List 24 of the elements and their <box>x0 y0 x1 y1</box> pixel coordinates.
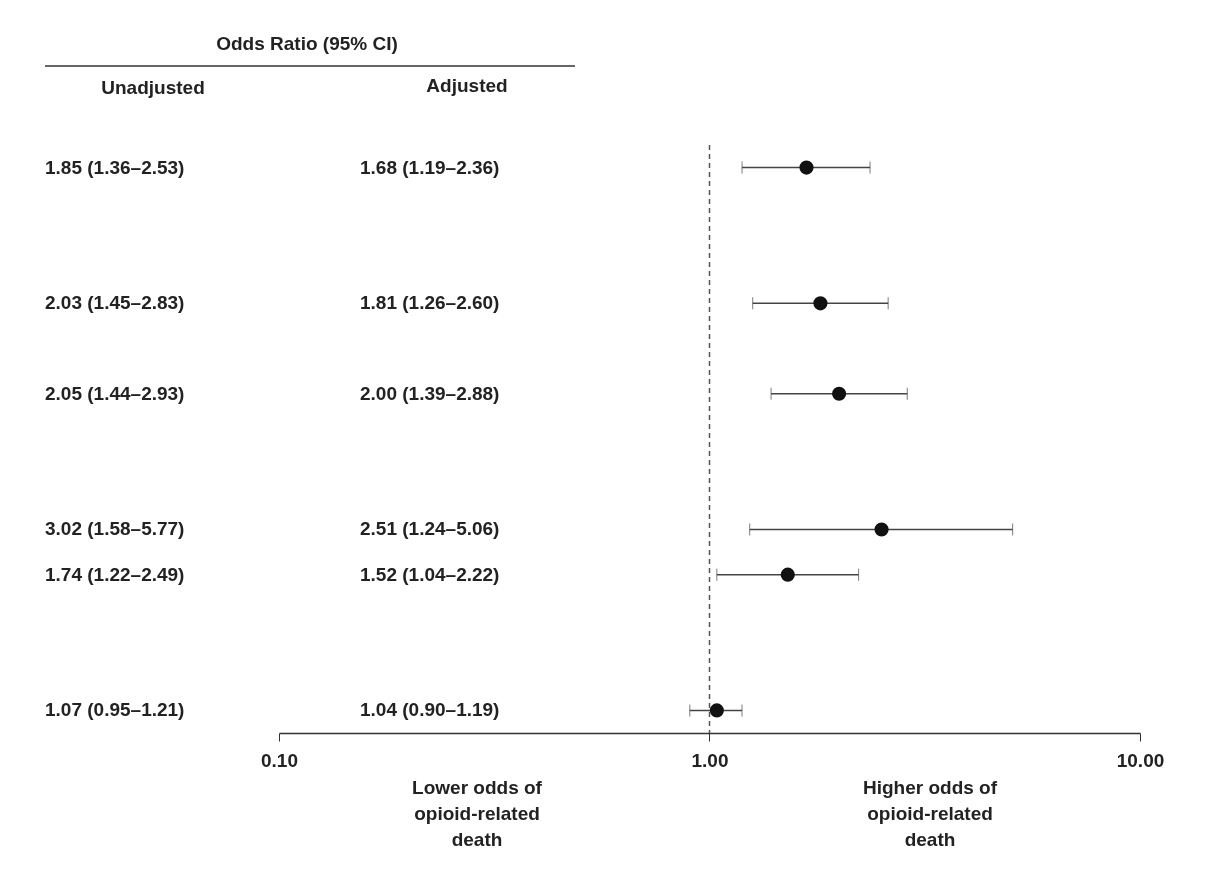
text: 1.74 (1.22–2.49) <box>45 563 185 585</box>
text: Lower odds of opioid-related death <box>412 777 543 850</box>
annotation: 2.51 (1.24–5.06) <box>360 518 500 540</box>
text: 1.85 (1.36–2.53) <box>45 156 185 178</box>
text: 2.03 (1.45–2.83) <box>45 292 185 314</box>
text: 3.02 (1.58–5.77) <box>45 518 185 540</box>
point <box>780 567 795 582</box>
point <box>813 296 828 311</box>
point <box>799 160 814 175</box>
x-tick-label: 0.10 <box>261 749 298 771</box>
point <box>832 386 847 401</box>
annotation: 2.00 (1.39–2.88) <box>360 382 500 404</box>
annotation: 1.52 (1.04–2.22) <box>360 563 500 585</box>
annotation: 1.68 (1.19–2.36) <box>360 156 500 178</box>
text: 2.05 (1.44–2.93) <box>45 382 185 404</box>
text: Higher odds of opioid-related death <box>862 777 998 850</box>
annotation: 1.04 (0.90–1.19) <box>360 699 500 721</box>
x-tick-label: 10.00 <box>1116 749 1165 771</box>
text: Odds Ratio (95% CI) <box>216 33 398 54</box>
x-tick-label: 1.00 <box>691 749 729 771</box>
text: Unadjusted <box>101 77 205 98</box>
text: 1.07 (0.95–1.21) <box>45 699 185 721</box>
text: Adjusted <box>426 75 508 96</box>
annotation: 1.81 (1.26–2.60) <box>360 292 500 314</box>
